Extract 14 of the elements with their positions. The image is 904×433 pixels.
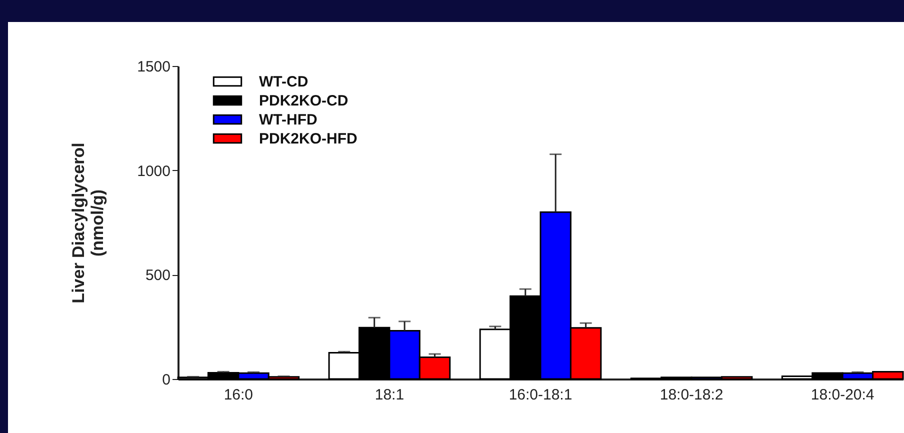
y-tick-label: 1500 [137, 58, 170, 76]
x-tick-label: 16:0-18:1 [508, 386, 572, 404]
y-tick-label: 500 [145, 267, 170, 284]
x-tick-label: 18:0-20:4 [810, 386, 874, 404]
legend-label: PDK2KO-HFD [259, 130, 358, 148]
legend-label: WT-CD [259, 74, 308, 90]
y-axis-title: Liver Diacylglycerol (nmol/g) [69, 142, 108, 304]
x-tick-label: 18:1 [374, 386, 404, 404]
x-tick-label: 16:0 [224, 386, 254, 404]
legend-label: PDK2KO-CD [259, 92, 348, 110]
y-tick-label: 1000 [137, 162, 170, 180]
legend-label: WT-HFD [259, 112, 318, 128]
x-tick-label: 18:0-18:2 [660, 386, 724, 404]
y-tick-label: 0 [162, 372, 170, 388]
